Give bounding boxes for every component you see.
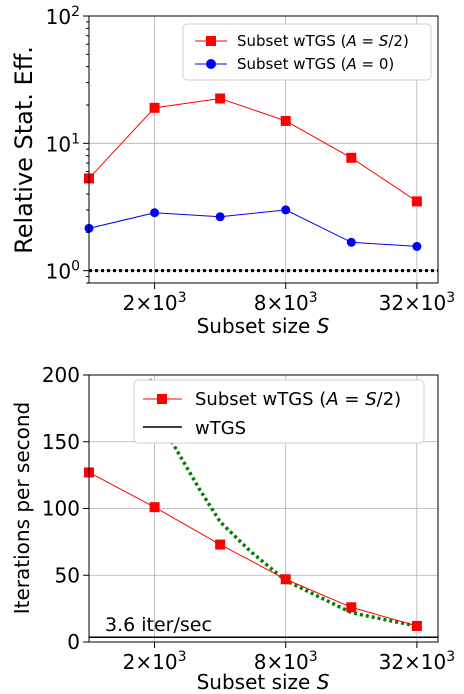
data-point-circle (150, 208, 160, 218)
x-tick-label: 32×103 (379, 290, 456, 315)
y-axis-label: Iterations per second (10, 402, 34, 615)
x-tick-label: 32×103 (379, 649, 456, 674)
chart-relative-stat-eff: 2×103 8×103 32×103 100 101 102 Relative Stat.… (10, 4, 455, 338)
x-axis-label: Subset size S (197, 314, 330, 338)
legend-marker-square (206, 36, 216, 46)
data-point-square (215, 93, 226, 104)
x-tick-label: 2×103 (123, 290, 187, 315)
x-axis-label: Subset size S (197, 670, 330, 694)
axis-ticks: 2×103 8×103 32×103 100 101 102 (46, 4, 456, 315)
data-point-square (280, 115, 291, 126)
y-tick-label: 102 (46, 4, 80, 29)
series-group (84, 93, 422, 251)
annotation-iter-sec: 3.6 iter/sec (105, 614, 212, 636)
data-point-square (411, 196, 422, 207)
data-point-circle (215, 212, 225, 222)
x-tick-label: 8×103 (254, 290, 318, 315)
data-point-circle (281, 205, 291, 215)
x-axis-label-text: Subset size (197, 670, 317, 694)
data-point-square (280, 574, 291, 585)
series-line-0 (88, 97, 418, 202)
legend-box (133, 379, 425, 444)
y-tick-label: 100 (46, 259, 80, 284)
series-line-1 (88, 209, 417, 247)
y-tick-label: 50 (55, 563, 80, 587)
data-point-square (149, 502, 160, 513)
legend: Subset wTGS (A = S/2) wTGS (133, 379, 425, 444)
data-point-square (215, 539, 226, 550)
y-axis-label: Relative Stat. Eff. (10, 46, 38, 254)
y-tick-label: 100 (42, 497, 80, 521)
y-tick-label: 101 (46, 131, 80, 156)
legend: Subset wTGS (A = S/2) Subset wTGS (A = 0… (182, 23, 432, 81)
series-line-0 (88, 472, 418, 627)
data-point-square (411, 620, 422, 631)
legend-marker-square (157, 394, 167, 404)
legend-label-a-half: Subset wTGS (A = S/2) (237, 32, 409, 50)
y-tick-label: 200 (42, 363, 80, 387)
data-point-square (346, 152, 357, 163)
legend-label-a-zero: Subset wTGS (A = 0) (237, 55, 394, 73)
chart-iterations-per-second: 2×103 8×103 32×103 0 50 100 150 200 3.6 iter/se… (10, 363, 455, 694)
data-point-square (149, 102, 160, 113)
legend-label-a-half: Subset wTGS (A = S/2) (195, 389, 401, 410)
legend-label-wtgs: wTGS (195, 418, 246, 439)
data-point-square (346, 602, 357, 613)
data-point-circle (346, 237, 356, 247)
y-tick-label: 0 (67, 630, 80, 654)
legend-box (182, 23, 432, 81)
legend-marker-circle (206, 59, 216, 69)
x-tick-label: 8×103 (254, 649, 318, 674)
series-group (84, 467, 438, 638)
data-point-circle (412, 241, 422, 251)
x-axis-label-text: Subset size (197, 314, 317, 338)
x-tick-label: 2×103 (123, 649, 187, 674)
axis-ticks: 2×103 8×103 32×103 0 50 100 150 200 (42, 363, 455, 674)
y-tick-label: 150 (42, 430, 80, 454)
